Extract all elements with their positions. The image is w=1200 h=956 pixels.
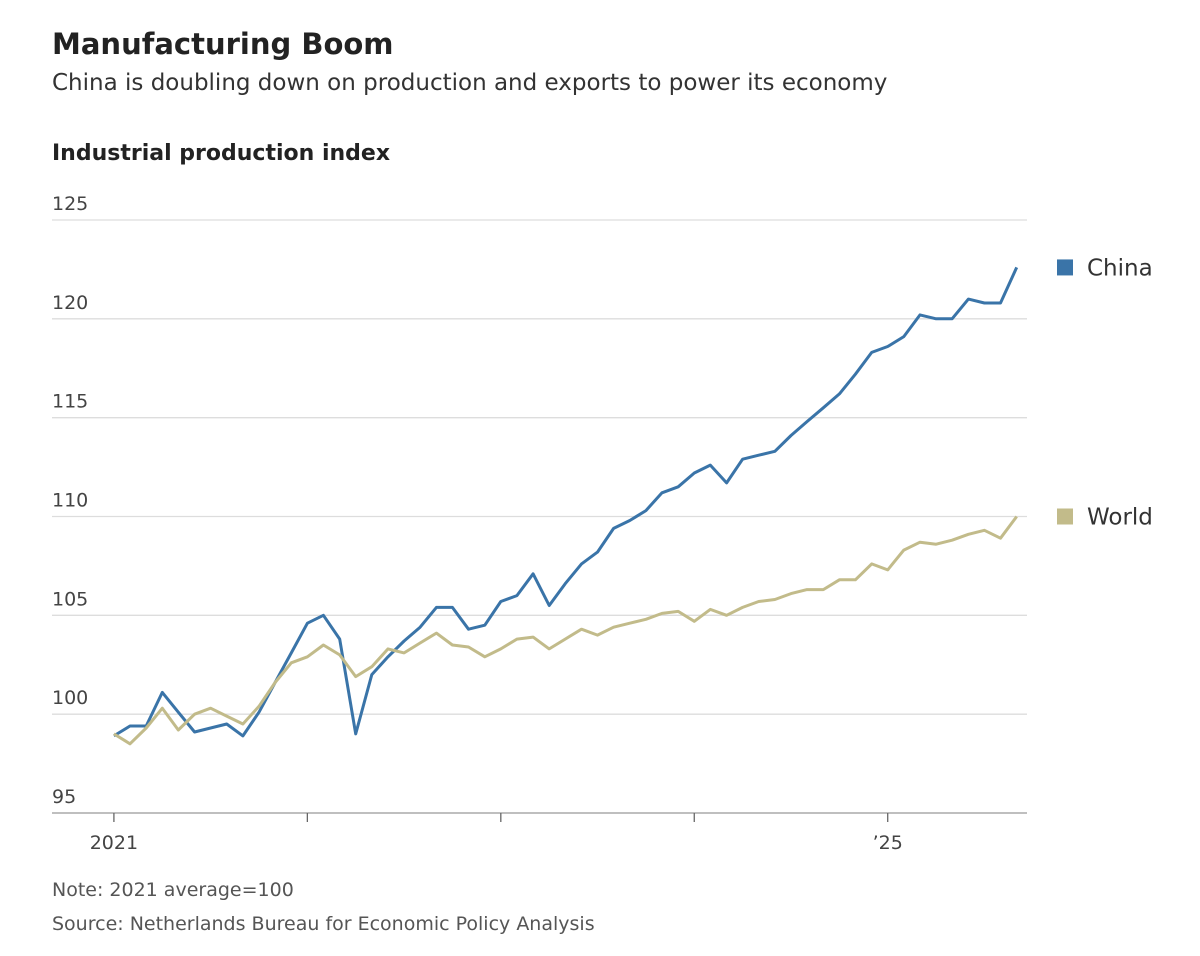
legend-label: China: [1087, 255, 1153, 281]
series-line: [113, 515, 1018, 746]
legend-swatch: [1057, 508, 1073, 525]
source: Source: Netherlands Bureau for Economic …: [52, 913, 595, 935]
legend-swatch: [1057, 259, 1073, 276]
x-tick-label: 2021: [90, 832, 138, 854]
y-tick-label: 95: [52, 786, 76, 808]
legend-label: World: [1087, 505, 1153, 531]
y-tick-label: 110: [52, 490, 88, 512]
y-axis-label: Industrial production index: [52, 141, 390, 166]
y-tick-label: 115: [52, 391, 88, 413]
x-tick-label: ’25: [873, 832, 903, 854]
y-tick-label: 100: [52, 687, 88, 709]
series-line: [113, 266, 1019, 738]
y-tick-label: 120: [52, 292, 88, 314]
y-tick-label: 125: [52, 193, 88, 215]
chart-title: Manufacturing Boom: [52, 27, 394, 61]
note: Note: 2021 average=100: [52, 879, 294, 901]
y-tick-label: 105: [52, 588, 88, 610]
chart-subtitle: China is doubling down on production and…: [52, 70, 887, 96]
